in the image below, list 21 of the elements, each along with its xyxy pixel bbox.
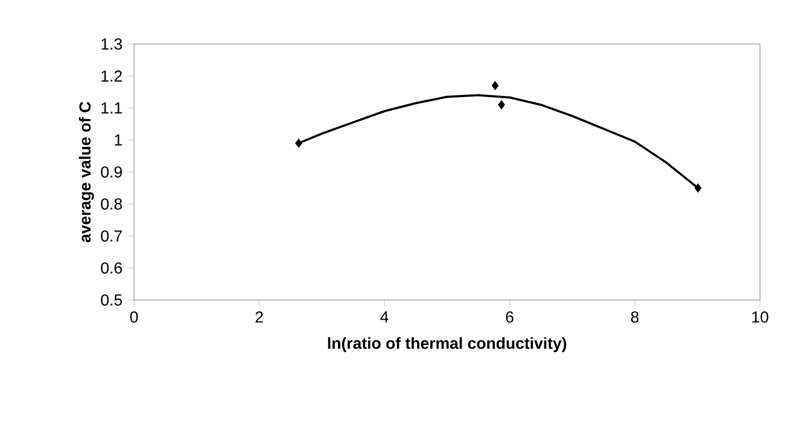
x-tick-label: 6 xyxy=(506,311,514,323)
point xyxy=(498,100,505,110)
y-tick-label: 0.7 xyxy=(101,230,122,242)
x-tick-label: 4 xyxy=(380,311,388,322)
y-tick-label: 0.9 xyxy=(101,166,122,178)
y-tick-label: 0.6 xyxy=(101,262,122,274)
x-axis-title: ln(ratio of thermal conductivity) xyxy=(328,337,566,352)
y-tick-label: 1.2 xyxy=(102,70,122,82)
y-axis-title: average value of C xyxy=(78,102,94,242)
y-tick-label: 1.1 xyxy=(102,102,122,114)
x-tick-label: 0 xyxy=(130,311,138,323)
point xyxy=(295,138,302,148)
point xyxy=(492,81,499,90)
y-tick-label: 1.3 xyxy=(102,38,122,50)
y-tick-label: 0.5 xyxy=(101,294,122,306)
y-tick-label: 1 xyxy=(114,134,122,146)
point xyxy=(694,183,702,193)
x-tick-label: 8 xyxy=(631,311,639,323)
x-tick-label: 2 xyxy=(256,311,263,323)
x-tick-label: 10 xyxy=(752,311,768,323)
y-tick-label: 0.8 xyxy=(101,198,122,210)
